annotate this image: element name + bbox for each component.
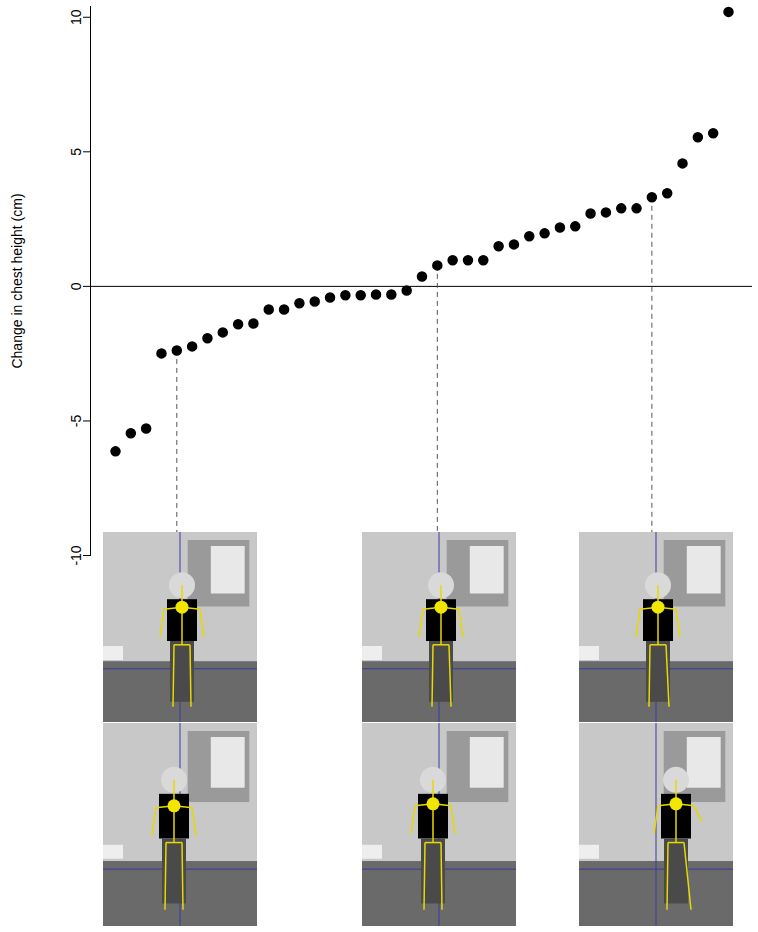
- svg-text:5: 5: [68, 148, 84, 156]
- svg-text:-5: -5: [68, 415, 84, 428]
- svg-text:10: 10: [68, 9, 84, 25]
- svg-text:-10: -10: [68, 545, 84, 565]
- svg-text:Change in chest height (cm): Change in chest height (cm): [9, 193, 25, 368]
- svg-text:0: 0: [68, 282, 84, 290]
